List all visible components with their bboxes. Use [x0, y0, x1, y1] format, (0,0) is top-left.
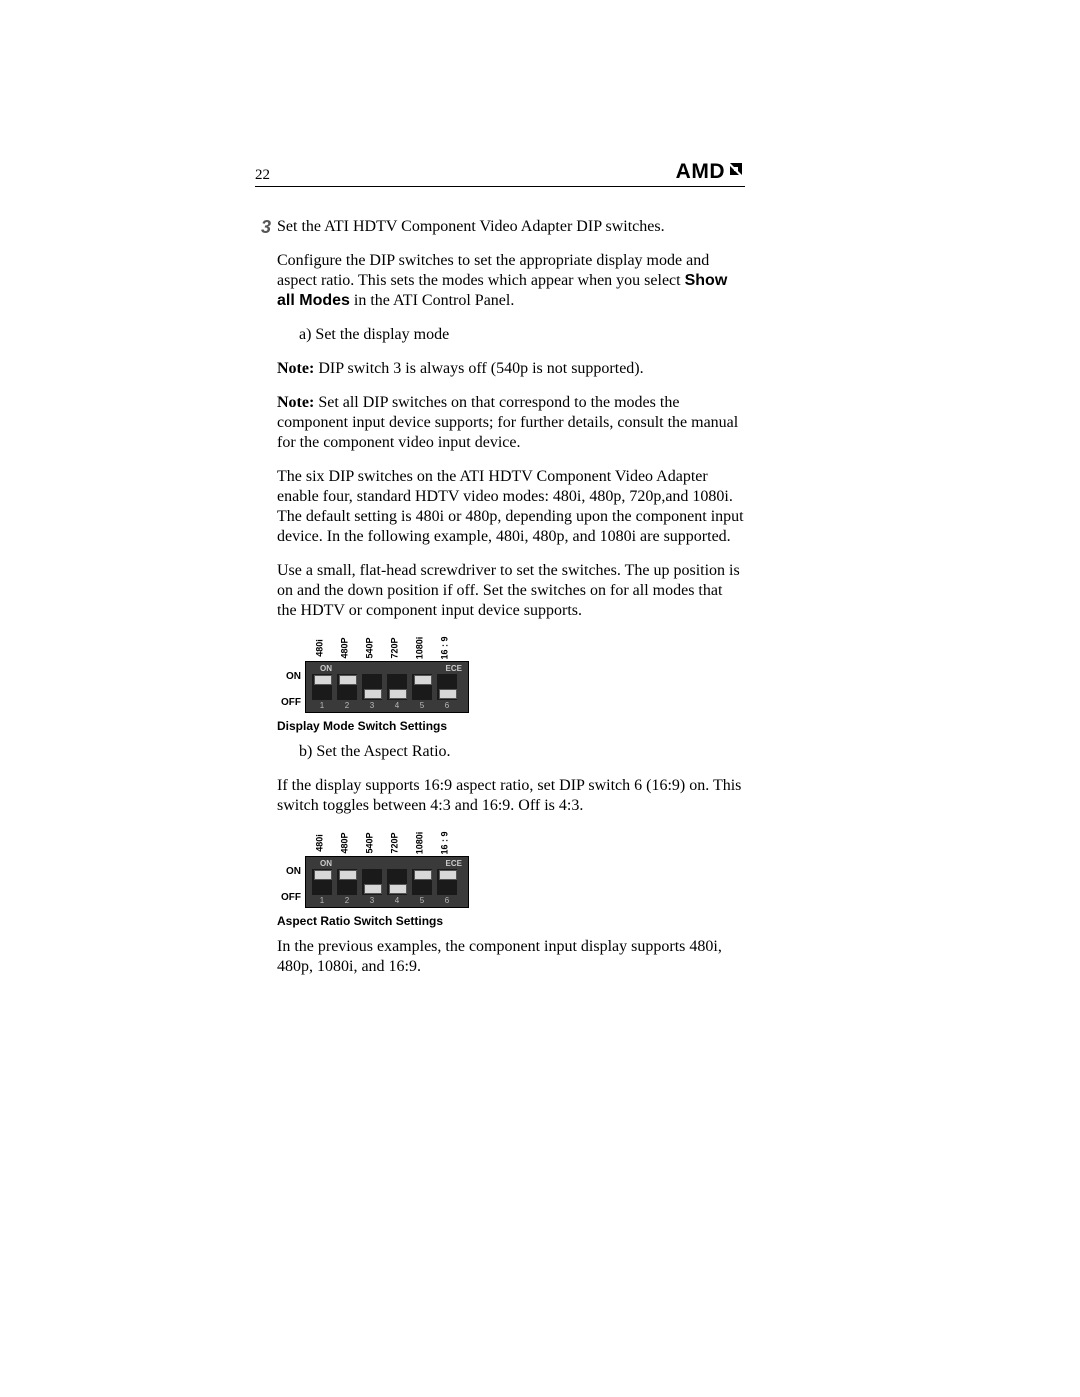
dip-slot-2 — [337, 869, 357, 895]
side-off-label: OFF — [277, 697, 301, 710]
note-text: Set all DIP switches on that correspond … — [277, 394, 738, 451]
dip-label: 16 : 9 — [432, 831, 458, 856]
dip-toggle — [439, 870, 457, 880]
dip-slots — [312, 869, 457, 895]
dip-slots — [312, 674, 457, 700]
dip-toggle — [439, 689, 457, 699]
dip-label: 480i — [307, 831, 333, 856]
dip-slot-5 — [412, 674, 432, 700]
dip-num: 1 — [312, 701, 332, 711]
document-page: 22 AMD 3 Set the ATI HDTV Component Vide… — [255, 160, 745, 991]
text-segment: in the ATI Control Panel. — [350, 292, 514, 309]
dip-body-ece: ECE — [446, 859, 462, 869]
logo-text: AMD — [676, 160, 725, 184]
dip-toggle — [364, 689, 382, 699]
dip-slot-6 — [437, 869, 457, 895]
dip-slot-3 — [362, 674, 382, 700]
para-six-switches: The six DIP switches on the ATI HDTV Com… — [277, 467, 745, 547]
dip-diagram-aspect-ratio: 480i 480P 540P 720P 1080i 16 : 9 ON OFF … — [277, 830, 475, 908]
side-on-label: ON — [277, 671, 301, 684]
dip-label: 720P — [382, 831, 408, 856]
dip-body: ON ECE 1 2 3 4 5 6 — [305, 661, 469, 713]
dip-diagram-display-mode: 480i 480P 540P 720P 1080i 16 : 9 ON OFF … — [277, 635, 475, 713]
dip-numbers: 1 2 3 4 5 6 — [312, 701, 457, 711]
substep-a: a) Set the display mode — [277, 325, 745, 345]
caption-display-mode: Display Mode Switch Settings — [277, 719, 745, 734]
dip-toggle — [364, 884, 382, 894]
dip-label: 480i — [307, 636, 333, 661]
dip-num: 6 — [437, 896, 457, 906]
dip-slot-3 — [362, 869, 382, 895]
dip-slot-5 — [412, 869, 432, 895]
note-label: Note: — [277, 394, 314, 411]
dip-num: 5 — [412, 896, 432, 906]
note-1: Note: DIP switch 3 is always off (540p i… — [277, 359, 745, 379]
dip-top-labels: 480i 480P 540P 720P 1080i 16 : 9 — [277, 635, 475, 661]
dip-label: 16 : 9 — [432, 636, 458, 661]
dip-top-labels: 480i 480P 540P 720P 1080i 16 : 9 — [277, 830, 475, 856]
para-configure: Configure the DIP switches to set the ap… — [277, 251, 745, 311]
dip-toggle — [414, 675, 432, 685]
dip-label: 1080i — [407, 636, 433, 661]
side-on-label: ON — [277, 866, 301, 879]
dip-toggle — [314, 870, 332, 880]
dip-num: 2 — [337, 701, 357, 711]
step-title: Set the ATI HDTV Component Video Adapter… — [277, 217, 745, 237]
amd-logo: AMD — [676, 160, 745, 184]
dip-slot-1 — [312, 869, 332, 895]
dip-toggle — [414, 870, 432, 880]
dip-slot-2 — [337, 674, 357, 700]
dip-num: 4 — [387, 701, 407, 711]
substep-b: b) Set the Aspect Ratio. — [277, 742, 745, 762]
caption-aspect-ratio: Aspect Ratio Switch Settings — [277, 914, 745, 929]
dip-label: 480P — [332, 636, 358, 661]
dip-num: 1 — [312, 896, 332, 906]
dip-toggle — [339, 870, 357, 880]
dip-slot-1 — [312, 674, 332, 700]
dip-num: 3 — [362, 896, 382, 906]
dip-label: 540P — [357, 636, 383, 661]
dip-num: 2 — [337, 896, 357, 906]
step-body: Set the ATI HDTV Component Video Adapter… — [277, 217, 745, 991]
dip-label: 1080i — [407, 831, 433, 856]
text-segment: Configure the DIP switches to set the ap… — [277, 252, 709, 289]
dip-body: ON ECE 1 2 3 4 5 6 — [305, 856, 469, 908]
dip-body-ece: ECE — [446, 664, 462, 674]
note-2: Note: Set all DIP switches on that corre… — [277, 393, 745, 453]
dip-label: 480P — [332, 831, 358, 856]
side-off-label: OFF — [277, 892, 301, 905]
step-3: 3 Set the ATI HDTV Component Video Adapt… — [255, 217, 745, 991]
amd-arrow-icon — [727, 160, 745, 184]
note-label: Note: — [277, 360, 314, 377]
dip-toggle — [339, 675, 357, 685]
para-screwdriver: Use a small, flat-head screwdriver to se… — [277, 561, 745, 621]
dip-label: 720P — [382, 636, 408, 661]
dip-label: 540P — [357, 831, 383, 856]
page-header: 22 AMD — [255, 160, 745, 187]
para-aspect-ratio: If the display supports 16:9 aspect rati… — [277, 776, 745, 816]
dip-body-on: ON — [320, 664, 332, 674]
dip-slot-4 — [387, 869, 407, 895]
step-number: 3 — [249, 217, 277, 238]
dip-slot-4 — [387, 674, 407, 700]
dip-num: 3 — [362, 701, 382, 711]
dip-num: 6 — [437, 701, 457, 711]
dip-slot-6 — [437, 674, 457, 700]
note-text: DIP switch 3 is always off (540p is not … — [314, 360, 643, 377]
para-previous-examples: In the previous examples, the component … — [277, 937, 745, 977]
dip-toggle — [314, 675, 332, 685]
dip-num: 5 — [412, 701, 432, 711]
dip-numbers: 1 2 3 4 5 6 — [312, 896, 457, 906]
dip-toggle — [389, 689, 407, 699]
dip-num: 4 — [387, 896, 407, 906]
dip-body-on: ON — [320, 859, 332, 869]
page-number: 22 — [255, 167, 270, 184]
dip-toggle — [389, 884, 407, 894]
